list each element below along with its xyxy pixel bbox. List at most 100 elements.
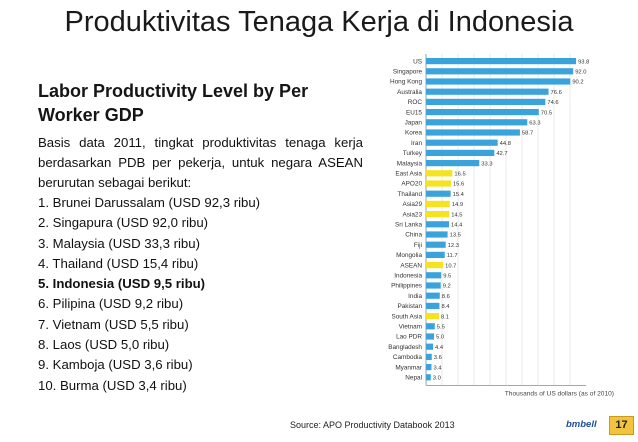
data-bar — [426, 200, 450, 207]
category-label: Vietnam — [399, 324, 422, 331]
category-label: Asia23 — [402, 211, 422, 218]
data-bar — [426, 119, 528, 126]
data-bar — [426, 190, 451, 197]
category-label: Mongolia — [396, 252, 422, 259]
value-label: 14.5 — [451, 212, 462, 218]
value-label: 74.6 — [547, 100, 558, 106]
data-bar — [426, 88, 549, 95]
category-label: East Asia — [395, 171, 422, 178]
category-label: Cambodia — [393, 354, 423, 361]
category-label: Thailand — [397, 191, 422, 198]
value-label: 5.0 — [436, 335, 444, 341]
rank-item: 10. Burma (USD 3,4 ribu) — [38, 377, 187, 393]
category-label: Asia29 — [402, 201, 422, 208]
category-label: Pakistan — [397, 303, 422, 310]
slide-title: Produktivitas Tenaga Kerja di Indonesia — [64, 6, 574, 38]
page-number-badge: 17 — [609, 416, 634, 435]
value-label: 42.7 — [496, 151, 507, 157]
category-label: ROC — [408, 99, 423, 106]
rank-item: 1. Brunei Darussalam (USD 92,3 ribu) — [38, 195, 261, 210]
value-label: 11.7 — [447, 253, 458, 259]
category-label: Fiji — [414, 242, 422, 249]
category-label: Sri Lanka — [395, 222, 422, 229]
value-label: 14.9 — [452, 202, 463, 208]
data-bar — [426, 374, 431, 381]
data-bar — [426, 98, 546, 105]
data-bar — [426, 180, 451, 187]
data-bar — [426, 241, 446, 248]
data-bar — [426, 333, 434, 340]
value-label: 13.5 — [450, 233, 461, 239]
value-label: 76.6 — [551, 90, 562, 96]
value-label: 3.4 — [433, 365, 442, 371]
value-label: 70.5 — [541, 110, 552, 116]
data-bar — [426, 139, 498, 146]
value-label: 90.2 — [572, 80, 583, 86]
category-label: US — [413, 58, 422, 65]
category-label: Nepal — [405, 375, 422, 382]
category-label: Lao PDR — [396, 334, 422, 341]
data-bar — [426, 109, 539, 116]
category-label: Singapore — [393, 69, 423, 76]
category-label: Iran — [411, 140, 422, 147]
rank-item: 6. Pilipina (USD 9,2 ribu) — [38, 296, 184, 312]
category-label: Bangladesh — [388, 344, 422, 351]
rank-item: 4. Thailand (USD 15,4 ribu) — [38, 255, 199, 271]
category-label: Indonesia — [394, 273, 422, 280]
category-label: China — [405, 232, 422, 239]
value-label: 3.0 — [433, 376, 441, 382]
data-bar — [426, 231, 448, 238]
x-axis-title: Thousands of US dollars (as of 2010) — [505, 390, 614, 397]
data-bar — [426, 58, 577, 65]
value-label: 93.8 — [578, 59, 589, 65]
category-label: India — [408, 293, 422, 300]
value-label: 44.8 — [500, 141, 511, 147]
value-label: 5.5 — [437, 325, 445, 331]
data-bar — [426, 149, 495, 156]
data-bar — [426, 292, 440, 299]
data-bar — [426, 68, 574, 75]
data-bar — [426, 282, 441, 289]
rank-item: 2. Singapura (USD 92,0 ribu) — [38, 215, 209, 231]
category-label: APO20 — [401, 181, 422, 188]
value-label: 14.4 — [451, 223, 463, 229]
category-label: Japan — [405, 120, 423, 127]
value-label: 10.7 — [445, 263, 456, 269]
data-bar — [426, 170, 453, 177]
data-bar — [426, 129, 520, 136]
data-bar — [426, 353, 432, 360]
category-label: South Asia — [391, 313, 422, 320]
rank-item: 3. Malaysia (USD 33,3 ribu) — [38, 235, 200, 251]
asean-ranking-list: 1. Brunei Darussalam (USD 92,3 ribu) 2. … — [38, 193, 358, 396]
data-bar — [426, 211, 450, 218]
category-label: Australia — [397, 89, 422, 96]
category-label: Myanmar — [395, 364, 423, 371]
data-bar — [426, 221, 450, 228]
category-label: Philippines — [391, 283, 422, 290]
value-label: 63.3 — [529, 121, 540, 127]
rank-item-indonesia: 5. Indonesia (USD 9,5 ribu) — [38, 276, 206, 292]
data-bar — [426, 262, 444, 269]
value-label: 9.2 — [443, 284, 451, 290]
rank-item: 9. Kamboja (USD 3,6 ribu) — [38, 357, 193, 373]
value-label: 4.4 — [435, 345, 444, 351]
brand-logo: bmbell — [566, 419, 597, 430]
value-label: 9.5 — [443, 274, 451, 280]
rank-item: 7. Vietnam (USD 5,5 ribu) — [38, 316, 189, 332]
category-label: EU15 — [406, 109, 422, 116]
value-label: 16.5 — [454, 172, 465, 178]
value-label: 15.6 — [453, 182, 464, 188]
value-label: 15.4 — [453, 192, 465, 198]
data-bar — [426, 160, 480, 167]
category-label: Korea — [405, 130, 422, 137]
data-bar — [426, 78, 571, 85]
value-label: 58.7 — [522, 131, 533, 137]
category-label: Hong Kong — [390, 79, 422, 86]
category-label: ASEAN — [400, 262, 422, 269]
data-bar — [426, 323, 435, 330]
value-label: 92.0 — [575, 70, 586, 76]
data-bar — [426, 313, 439, 320]
value-label: 33.3 — [481, 161, 492, 167]
productivity-bar-chart: US 93.8 Singapore 92.0 Hong Kong 90.2 Australi… — [388, 54, 614, 397]
value-label: 8.4 — [441, 304, 450, 310]
